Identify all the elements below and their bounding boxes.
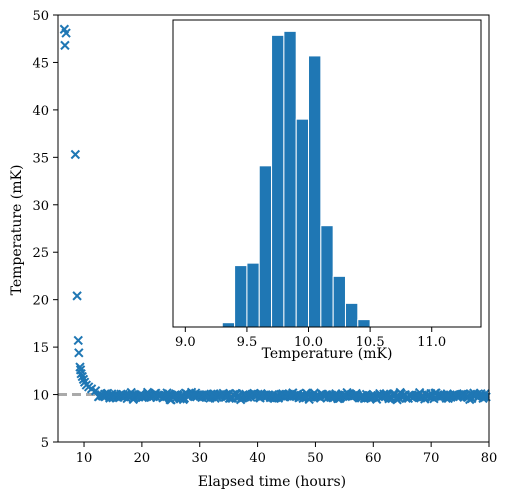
histogram-bar	[332, 275, 346, 328]
scatter-point	[72, 291, 82, 301]
inset-x-tick-label: 11.0	[417, 335, 446, 350]
x-tick-label: 70	[423, 451, 440, 466]
inset-x-tick-label: 9.0	[175, 335, 196, 350]
y-tick-label: 20	[32, 294, 49, 309]
x-tick-label: 60	[365, 451, 382, 466]
y-tick-label: 35	[32, 151, 49, 166]
histogram-bar	[357, 319, 371, 328]
x-tick-label: 80	[481, 451, 498, 466]
y-tick-label: 10	[32, 389, 49, 404]
histogram-bar	[344, 302, 359, 328]
x-tick-label: 50	[307, 451, 324, 466]
y-tick-label: 25	[32, 246, 49, 261]
x-tick-label: 20	[134, 451, 151, 466]
scatter-point	[61, 28, 71, 38]
inset-histogram: 9.0 9.5 10.0 10.5 11.0	[172, 19, 482, 350]
histogram-bar	[271, 34, 285, 328]
scatter-point	[74, 348, 84, 358]
inset-x-tick-label: 9.5	[237, 335, 258, 350]
histogram-bar	[283, 30, 297, 328]
main-plot: 10 20 30 40 50 60 70 80 5 10 15 20 25 30 35 40 45 50	[32, 9, 497, 466]
x-tick-label: 10	[76, 451, 93, 466]
inset-x-tick-label: 10.0	[294, 335, 323, 350]
y-tick-label: 45	[32, 56, 49, 71]
histogram-bar	[308, 55, 322, 328]
y-tick-label: 30	[32, 199, 49, 214]
histogram-bar	[221, 322, 236, 328]
histogram-bar	[258, 165, 273, 328]
y-tick-label: 50	[32, 9, 49, 24]
y-tick-label: 15	[32, 341, 49, 356]
histogram-bar	[234, 265, 248, 328]
inset-x-tick-label: 10.5	[356, 335, 385, 350]
x-tick-label: 30	[191, 451, 208, 466]
histogram-bar	[295, 118, 310, 328]
inset-x-axis-label: Temperature (mK)	[262, 346, 393, 362]
histogram-bar	[246, 262, 260, 328]
inset-frame	[172, 19, 482, 328]
x-axis-label: Elapsed time (hours)	[198, 474, 346, 490]
y-tick-label: 40	[32, 104, 49, 119]
histogram-bars	[221, 30, 371, 328]
y-tick-label: 5	[41, 436, 49, 451]
x-tick-label: 40	[249, 451, 266, 466]
scatter-point	[73, 335, 83, 346]
scatter-point	[60, 40, 70, 51]
plot-frame	[57, 14, 490, 443]
scatter-points	[59, 24, 491, 405]
scatter-point	[70, 149, 81, 160]
y-axis-label: Temperature (mK)	[9, 165, 25, 296]
histogram-bar	[320, 225, 334, 328]
